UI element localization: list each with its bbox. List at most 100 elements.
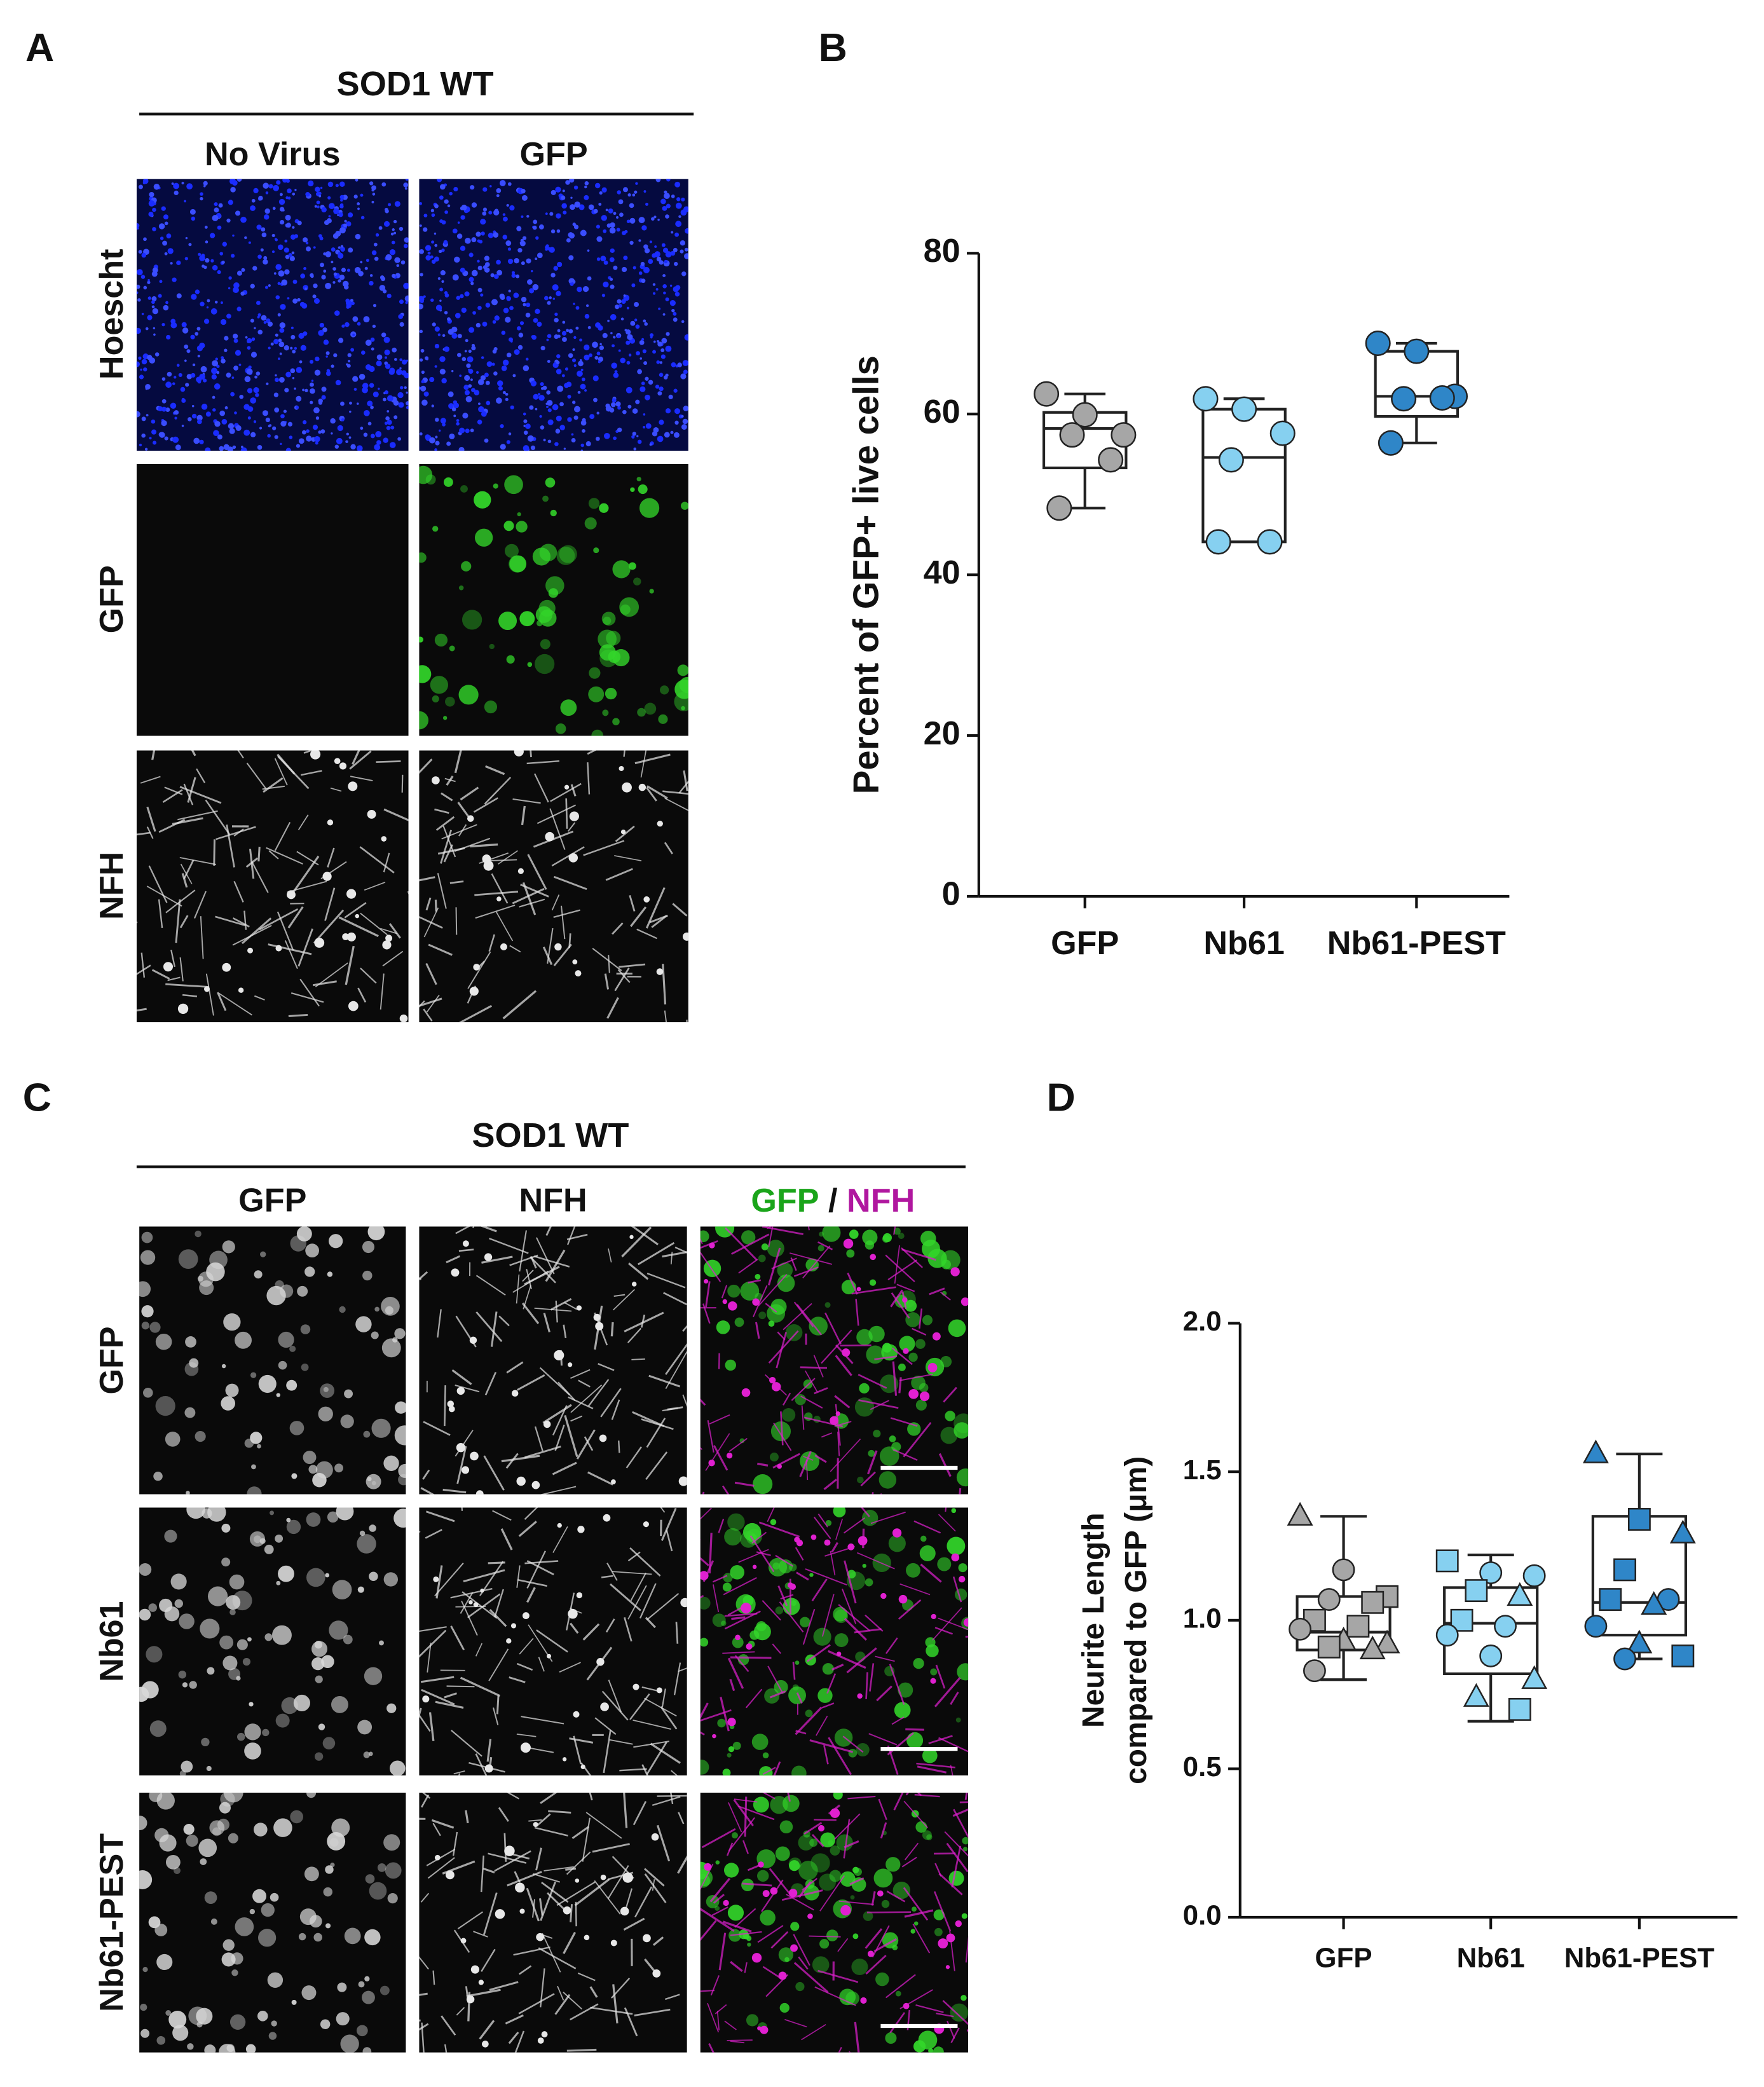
neurite <box>460 1676 501 1697</box>
neurite <box>606 1563 618 1581</box>
neurite <box>935 1664 946 1689</box>
neurite <box>140 952 146 978</box>
cell-body <box>368 1751 373 1756</box>
nucleus <box>383 336 390 343</box>
nucleus <box>420 358 423 362</box>
nucleus <box>324 220 329 226</box>
nucleus <box>399 226 404 231</box>
nucleus <box>474 390 480 395</box>
cell-body <box>272 1625 292 1645</box>
neurite <box>536 1629 568 1653</box>
nucleus <box>554 318 559 323</box>
nucleus <box>494 315 500 321</box>
neurite <box>473 797 498 813</box>
cell-body <box>746 2014 759 2027</box>
nucleus <box>315 186 320 193</box>
nucleus <box>250 352 257 358</box>
data-point <box>1463 1683 1489 1707</box>
cell-body <box>758 1254 766 1262</box>
nucleus <box>332 233 339 239</box>
neurite <box>450 1625 465 1651</box>
nucleus <box>421 399 428 406</box>
cell-body <box>329 1620 348 1640</box>
neurite <box>713 1445 728 1471</box>
nucleus <box>475 231 481 237</box>
nucleus <box>371 200 374 203</box>
nucleus <box>637 439 642 444</box>
nucleus <box>574 406 580 413</box>
nucleus <box>406 392 408 394</box>
soma <box>631 1282 637 1287</box>
nucleus <box>144 448 148 451</box>
neurite <box>641 1418 674 1430</box>
nucleus <box>662 313 666 316</box>
cell-body <box>244 1439 254 1448</box>
soma <box>456 1442 466 1453</box>
nucleus <box>191 404 195 407</box>
soma <box>470 1965 479 1974</box>
soma <box>824 1539 831 1546</box>
neurite <box>751 1531 767 1544</box>
soma <box>610 1940 617 1947</box>
neurite <box>915 2004 944 2013</box>
neurite <box>890 1417 918 1427</box>
nucleus <box>521 296 527 303</box>
cell-body <box>196 2008 213 2025</box>
cell-body <box>329 1234 343 1249</box>
nucleus <box>137 298 141 302</box>
neurite <box>767 1247 781 1286</box>
nucleus <box>367 400 373 407</box>
cell-body <box>834 1728 853 1747</box>
neurite <box>828 1650 866 1669</box>
nucleus <box>397 437 401 441</box>
data-point <box>1479 1644 1503 1667</box>
soma <box>342 933 350 940</box>
cell-body <box>535 653 555 674</box>
neurite <box>489 1609 507 1627</box>
nucleus <box>596 257 601 261</box>
soma <box>877 1890 884 1897</box>
cell-body <box>941 1250 961 1270</box>
cell-body <box>612 560 631 578</box>
nucleus <box>478 406 484 413</box>
data-point <box>1205 529 1231 555</box>
cell-body <box>926 1834 933 1840</box>
nucleus <box>233 287 239 293</box>
neurite <box>708 2043 714 2053</box>
nucleus <box>291 251 295 254</box>
nucleus <box>331 432 333 435</box>
cell-body <box>332 1580 352 1600</box>
nucleus <box>627 193 631 197</box>
cell-body <box>207 1586 228 1606</box>
nucleus <box>161 399 167 404</box>
nucleus <box>247 338 252 343</box>
nucleus <box>185 383 189 387</box>
nucleus <box>580 383 586 390</box>
neurite <box>875 1655 895 1662</box>
neurite <box>672 903 688 917</box>
nucleus <box>250 284 255 289</box>
nucleus <box>456 421 460 426</box>
neurite <box>823 1479 837 1490</box>
nucleus <box>546 390 551 395</box>
nucleus <box>467 356 474 363</box>
nucleus <box>151 271 158 277</box>
cell-body <box>498 612 517 631</box>
neurite <box>330 787 342 792</box>
neurite <box>383 808 409 821</box>
nucleus <box>573 336 577 339</box>
neurite <box>834 1813 861 1840</box>
neurite <box>898 1599 922 1620</box>
cell-body <box>221 1523 231 1533</box>
nucleus <box>373 391 379 397</box>
neurite <box>638 1242 675 1266</box>
nucleus <box>660 348 665 353</box>
soma <box>938 1938 948 1949</box>
neurite <box>401 774 404 793</box>
cell-body <box>356 2025 368 2037</box>
nucleus <box>525 312 531 318</box>
neurite <box>835 1518 844 1540</box>
nucleus <box>200 366 207 373</box>
nucleus <box>444 311 448 315</box>
data-point <box>1521 1665 1548 1689</box>
